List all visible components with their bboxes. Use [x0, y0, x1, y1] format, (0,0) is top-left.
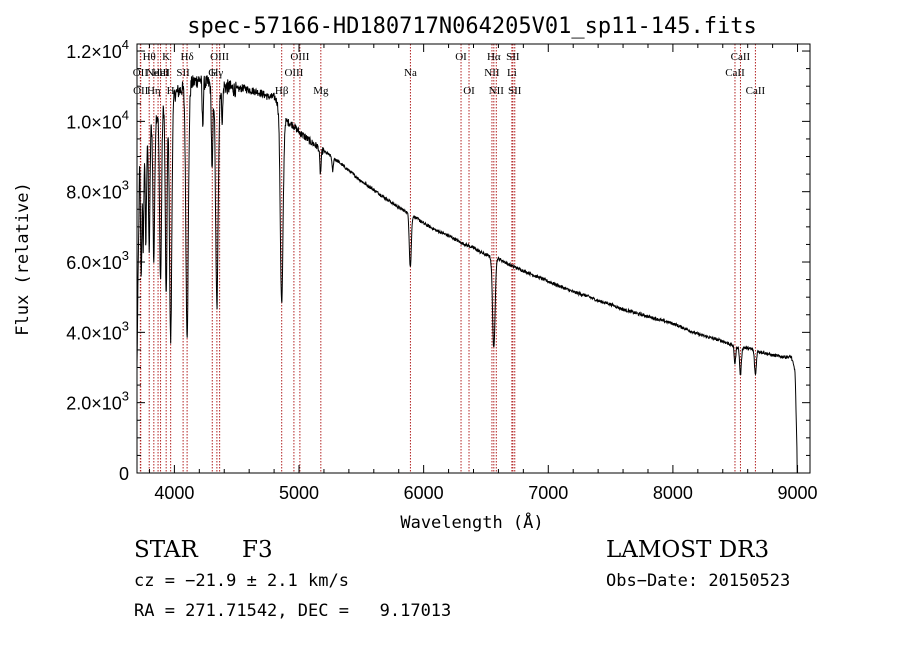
- y-axis: 0 2.0×103 4.0×103 6.0×103 8.0×103 1.0×104 1.2×…: [66, 37, 810, 484]
- y-tick-label: 0: [119, 464, 129, 484]
- line-marker-label: OIII: [284, 67, 303, 79]
- line-marker-label: SII: [176, 67, 190, 79]
- object-class: STAR: [134, 537, 198, 563]
- y-tick-label: 1.2×104: [66, 37, 129, 62]
- line-marker-label: CaII: [731, 51, 751, 63]
- redshift-value: cz = −21.9 ± 2.1 km/s: [134, 571, 349, 591]
- line-marker-label: OI: [455, 51, 467, 63]
- x-axis: 4000 5000 6000 7000 8000 9000: [148, 44, 818, 503]
- y-tick-label: 8.0×103: [66, 178, 129, 203]
- y-tick-label: 6.0×103: [66, 248, 129, 273]
- x-tick-label: 6000: [404, 483, 444, 503]
- line-marker-label: Hδ: [181, 51, 194, 63]
- y-axis-label: Flux (relative): [13, 182, 33, 336]
- line-marker-label: SII: [508, 85, 522, 97]
- line-marker-label: Hθ: [143, 51, 156, 63]
- observation-date: Obs−Date: 20150523: [606, 571, 791, 591]
- line-marker-label: NeIII: [146, 67, 170, 79]
- y-tick-label: 1.0×104: [66, 107, 129, 132]
- chart-title: spec-57166-HD180717N064205V01_sp11-145.f…: [187, 14, 757, 39]
- line-marker-label: OIII: [290, 51, 309, 63]
- line-marker-label: Hγ: [210, 67, 223, 79]
- line-marker-label: K: [162, 51, 170, 63]
- x-tick-label: 7000: [528, 483, 568, 503]
- line-marker-label: OIII: [210, 51, 229, 63]
- plot-frame: [136, 43, 811, 474]
- line-marker-label: CaII: [746, 85, 766, 97]
- line-marker-label: Hα: [487, 51, 501, 63]
- line-marker-label: Li: [507, 67, 517, 79]
- line-marker-label: G: [208, 67, 216, 79]
- line-marker-label: Hβ: [275, 85, 289, 97]
- line-marker-label: CaII: [725, 67, 745, 79]
- object-subclass: F3: [242, 537, 273, 563]
- line-marker-label: Mg: [313, 85, 329, 97]
- line-marker-label: SII: [506, 51, 520, 63]
- line-marker-label: NII: [484, 67, 500, 79]
- line-marker-label: OI: [463, 85, 475, 97]
- spectrum-line: [136, 75, 798, 474]
- x-tick-label: 8000: [653, 483, 693, 503]
- y-tick-label: 2.0×103: [66, 389, 129, 414]
- survey-name: LAMOST DR3: [606, 537, 770, 563]
- line-marker-label: NII: [489, 85, 505, 97]
- x-tick-label: 5000: [279, 483, 319, 503]
- line-marker-label: HeI: [152, 67, 169, 79]
- x-axis-label: Wavelength (Å): [400, 511, 543, 533]
- x-tick-label: 9000: [778, 483, 818, 503]
- line-marker-label: Na: [404, 67, 417, 79]
- y-tick-label: 4.0×103: [66, 318, 129, 343]
- coordinates: RA = 271.71542, DEC = 9.17013: [134, 601, 452, 621]
- emission-line-markers: [139, 44, 756, 473]
- line-marker-label: Hη: [147, 85, 161, 97]
- x-tick-label: 4000: [154, 483, 194, 503]
- line-marker-label: H: [167, 85, 175, 97]
